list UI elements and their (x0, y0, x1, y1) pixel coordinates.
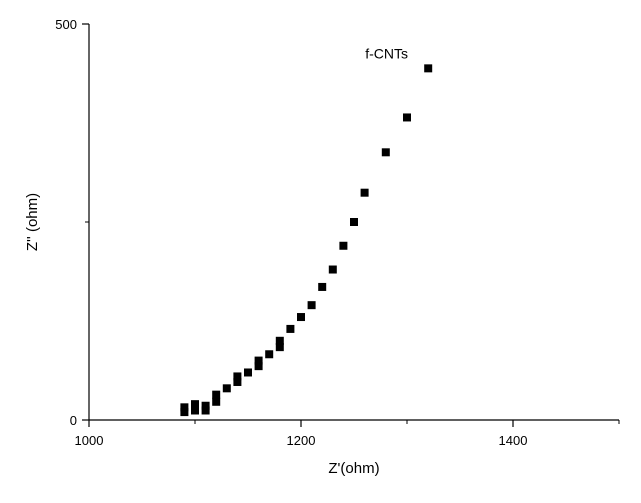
data-point (275, 343, 284, 352)
ticks (82, 23, 620, 427)
data-point (212, 397, 221, 406)
data-point (307, 301, 316, 310)
data-point (191, 400, 199, 409)
x-tick-label: 1200 (287, 433, 316, 448)
data-point (254, 362, 263, 371)
data-point (403, 113, 411, 122)
data-point (180, 408, 189, 417)
data-point (201, 401, 210, 410)
data-point (254, 356, 263, 365)
data-point (339, 241, 348, 250)
data-point (244, 368, 252, 377)
data-point (233, 372, 242, 381)
data-point (381, 148, 390, 157)
data-point (297, 313, 305, 322)
x-axis-title: Z'(ohm) (328, 460, 379, 477)
y-axis-title: Z'' (ohm) (24, 193, 41, 251)
data-point (360, 188, 369, 197)
data-point (328, 265, 337, 274)
data-point (201, 406, 210, 415)
data-point (424, 64, 433, 73)
data-point (222, 384, 231, 393)
data-point (275, 336, 284, 345)
x-tick-label: 1000 (75, 433, 104, 448)
data-point (180, 403, 189, 412)
tick-labels: 1000 1200 1400 0 500 (55, 17, 527, 448)
x-tick-label: 1400 (499, 433, 528, 448)
series-annotation-label: f-CNTs (365, 45, 408, 61)
data-point (212, 390, 221, 399)
data-points (180, 64, 433, 417)
data-point (265, 350, 274, 359)
y-tick-label: 0 (70, 413, 77, 428)
y-tick-label: 500 (55, 17, 77, 32)
data-point (318, 282, 327, 291)
data-point (350, 218, 358, 226)
data-point (233, 377, 242, 386)
data-point (286, 324, 295, 333)
data-point (191, 406, 199, 415)
